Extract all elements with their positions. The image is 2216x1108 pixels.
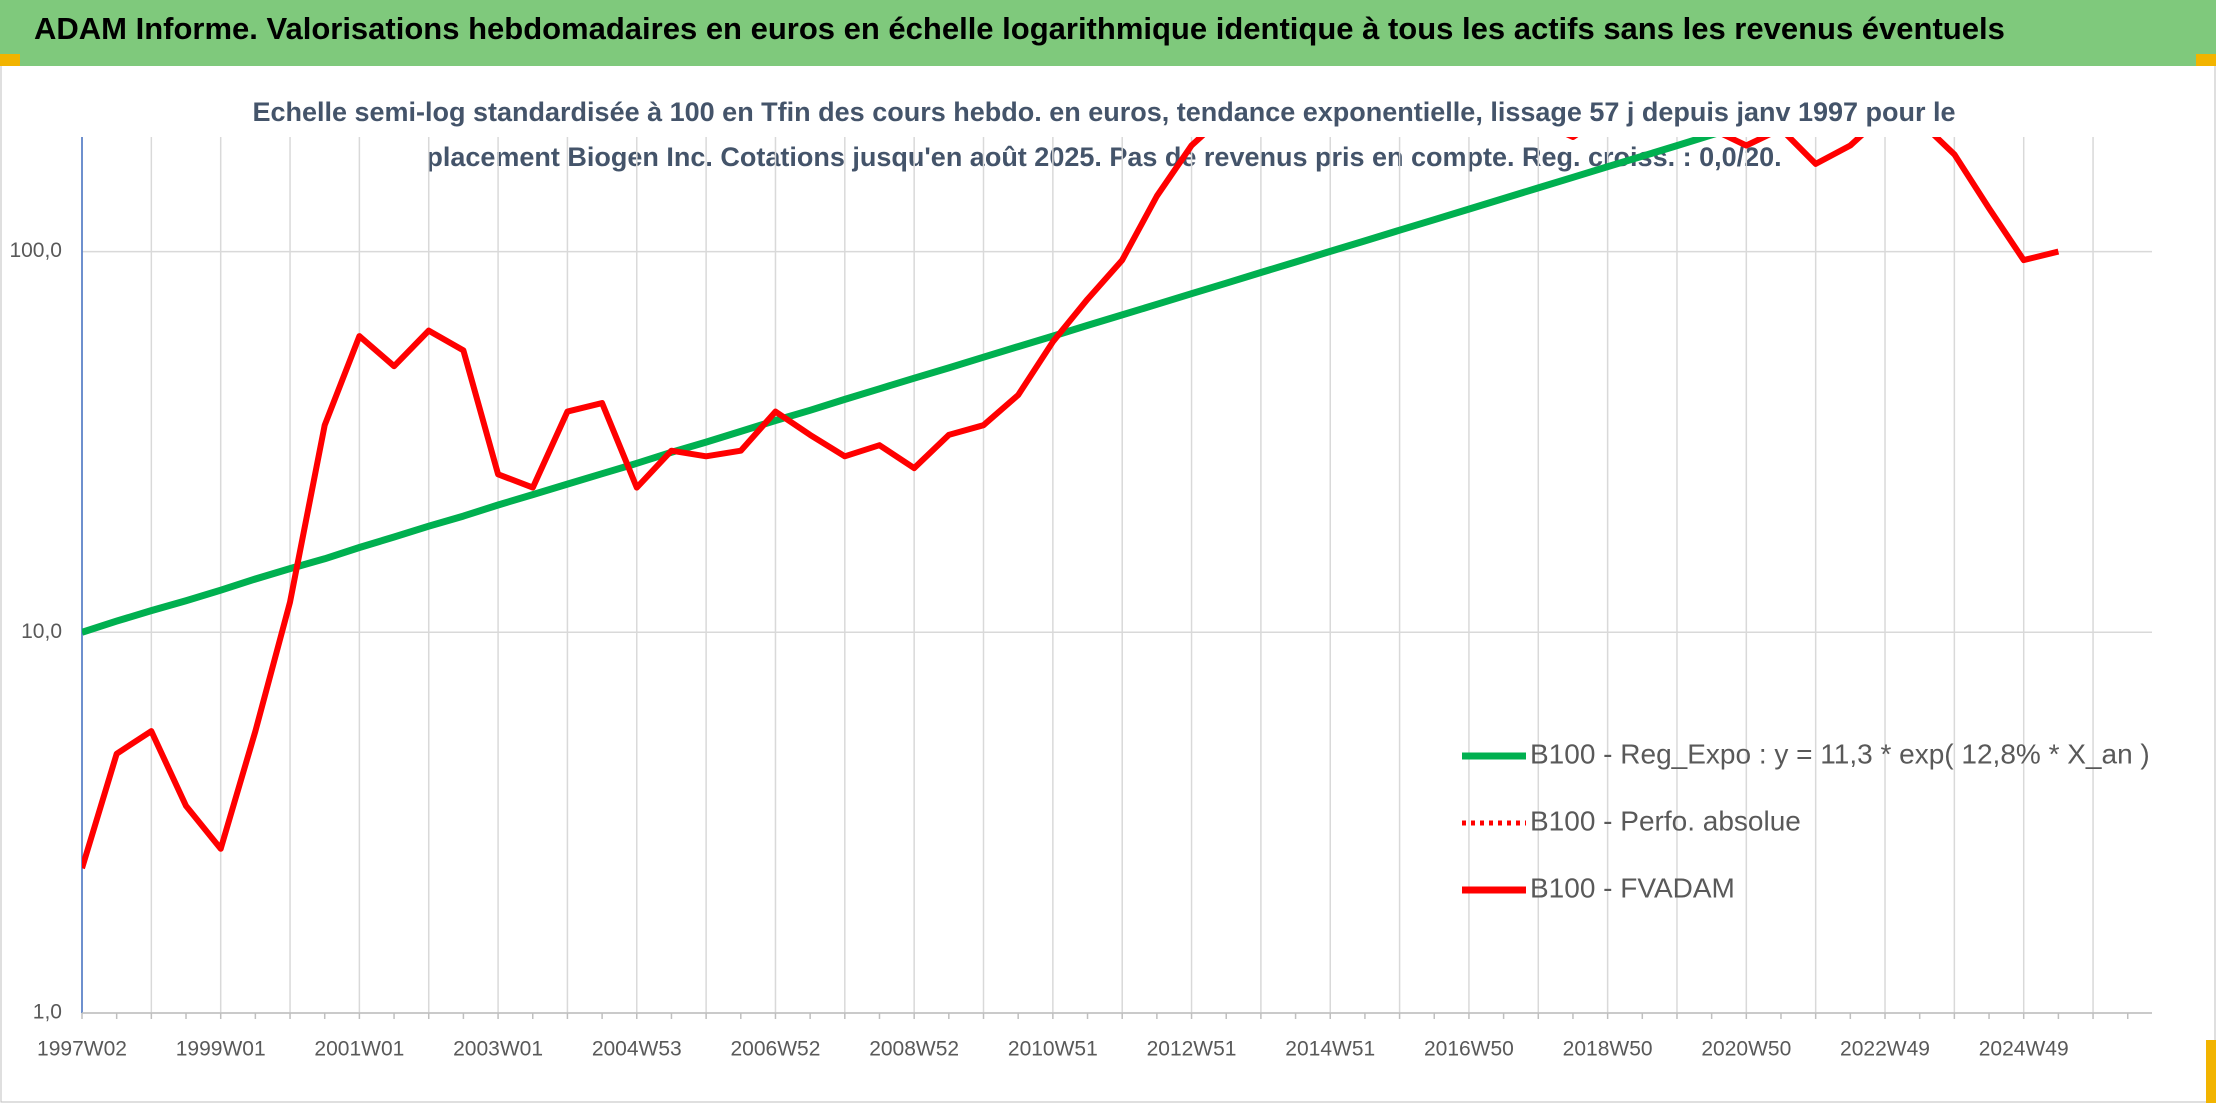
- corner-mark: [2206, 1040, 2216, 1103]
- corner-mark: [2196, 54, 2216, 66]
- y-tick-label: 1,0: [33, 1001, 62, 1024]
- legend-label: B100 - FVADAM: [1530, 872, 1735, 903]
- series-line: [82, 137, 1717, 636]
- x-tick-label: 2020W50: [1701, 1038, 1791, 1061]
- x-tick-label: 2024W49: [1979, 1038, 2069, 1061]
- y-tick-label: 100,0: [9, 239, 62, 262]
- y-tick-label: 10,0: [21, 620, 62, 643]
- legend-label: B100 - Reg_Expo : y = 11,3 * exp( 12,8% …: [1530, 738, 2150, 769]
- x-tick-label: 2010W51: [1008, 1038, 1098, 1061]
- plot-area: [82, 137, 2060, 870]
- chart-subtitle: placement Biogen Inc. Cotations jusqu'en…: [426, 142, 1781, 172]
- x-tick-label: 1999W01: [176, 1038, 266, 1061]
- chart-title: ADAM Informe. Valorisations hebdomadaire…: [34, 11, 2005, 46]
- x-tick-label: 2018W50: [1563, 1038, 1653, 1061]
- legend: B100 - Reg_Expo : y = 11,3 * exp( 12,8% …: [1462, 738, 2150, 903]
- x-tick-label: 2012W51: [1147, 1038, 1237, 1061]
- x-tick-label: 2016W50: [1424, 1038, 1514, 1061]
- x-tick-label: 2003W01: [453, 1038, 543, 1061]
- chart-subtitle: Echelle semi-log standardisée à 100 en T…: [252, 97, 1955, 127]
- corner-mark: [0, 54, 20, 66]
- x-tick-label: 2001W01: [314, 1038, 404, 1061]
- series-line: [82, 137, 2060, 870]
- header-bar: [0, 0, 2216, 66]
- x-tick-label: 2014W51: [1285, 1038, 1375, 1061]
- x-tick-label: 1997W02: [37, 1038, 127, 1061]
- x-tick-label: 2022W49: [1840, 1038, 1930, 1061]
- legend-label: B100 - Perfo. absolue: [1530, 805, 1801, 836]
- x-tick-label: 2008W52: [869, 1038, 959, 1061]
- x-tick-label: 2004W53: [592, 1038, 682, 1061]
- x-tick-label: 2006W52: [731, 1038, 821, 1061]
